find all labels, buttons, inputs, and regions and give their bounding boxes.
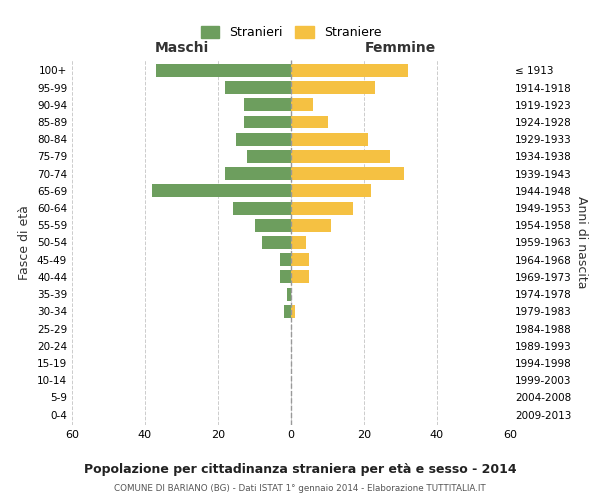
Bar <box>244 116 291 128</box>
Bar <box>244 98 291 111</box>
Bar <box>226 81 291 94</box>
Bar <box>291 167 404 180</box>
Bar <box>156 64 291 77</box>
Bar <box>291 150 389 163</box>
Text: Femmine: Femmine <box>365 41 436 55</box>
Bar <box>262 236 291 249</box>
Bar <box>233 202 291 214</box>
Bar <box>291 81 375 94</box>
Bar <box>226 167 291 180</box>
Y-axis label: Fasce di età: Fasce di età <box>19 205 31 280</box>
Bar <box>254 219 291 232</box>
Legend: Stranieri, Straniere: Stranieri, Straniere <box>197 22 385 43</box>
Bar <box>291 184 371 198</box>
Text: Maschi: Maschi <box>154 41 209 55</box>
Bar <box>236 132 291 145</box>
Text: Popolazione per cittadinanza straniera per età e sesso - 2014: Popolazione per cittadinanza straniera p… <box>83 462 517 475</box>
Bar <box>291 270 309 283</box>
Bar <box>152 184 291 198</box>
Bar <box>291 64 408 77</box>
Bar <box>247 150 291 163</box>
Bar <box>291 98 313 111</box>
Bar <box>280 270 291 283</box>
Bar <box>291 202 353 214</box>
Bar <box>291 132 368 145</box>
Bar <box>291 219 331 232</box>
Bar <box>284 305 291 318</box>
Bar <box>280 254 291 266</box>
Bar <box>287 288 291 300</box>
Bar <box>291 305 295 318</box>
Text: COMUNE DI BARIANO (BG) - Dati ISTAT 1° gennaio 2014 - Elaborazione TUTTITALIA.IT: COMUNE DI BARIANO (BG) - Dati ISTAT 1° g… <box>114 484 486 493</box>
Bar <box>291 254 309 266</box>
Y-axis label: Anni di nascita: Anni di nascita <box>575 196 588 289</box>
Bar <box>291 116 328 128</box>
Bar <box>291 236 305 249</box>
